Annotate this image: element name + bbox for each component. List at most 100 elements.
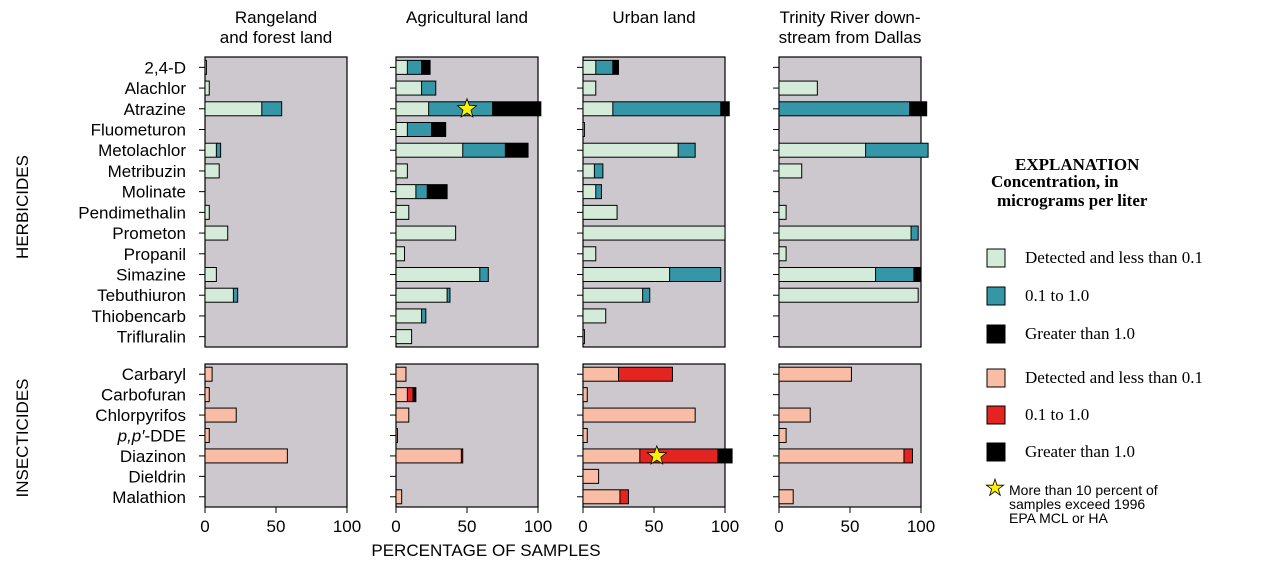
herbicide-bar-low — [779, 205, 786, 219]
herbicide-bar-low — [779, 247, 786, 261]
x-tick-label: 100 — [711, 517, 739, 536]
legend-subtitle-line-1: Concentration, in — [991, 172, 1119, 191]
insecticides-group-label: INSECTICIDES — [13, 378, 32, 497]
herbicide-bar-mid — [233, 288, 237, 302]
herbicide-label: Fluometuron — [91, 121, 186, 140]
herbicide-bar-low — [205, 226, 228, 240]
legend: EXPLANATION Concentration, in micrograms… — [986, 155, 1203, 526]
insecticide-bar-mid — [619, 367, 673, 381]
herbicide-bar-low — [583, 268, 670, 282]
herbicide-bar-low — [583, 164, 594, 178]
insecticide-bar-low — [779, 449, 904, 463]
herbicide-bar-high — [432, 123, 446, 137]
insecticide-bar-low — [583, 469, 599, 483]
herbicide-bar-low — [583, 226, 725, 240]
insecticide-bar-low — [396, 388, 407, 402]
panel-title: and forest land — [220, 28, 332, 47]
insecticide-bar-mid — [407, 388, 413, 402]
insecticide-bar-mid — [904, 449, 913, 463]
x-tick-label: 50 — [458, 517, 477, 536]
herbicide-bar-low — [205, 102, 262, 116]
herbicide-bar-low — [396, 226, 456, 240]
herbicide-bar-high — [613, 60, 619, 74]
legend-swatch-herb-high — [987, 325, 1005, 343]
herbicide-bar-low — [396, 102, 429, 116]
herbicide-panel-background — [779, 57, 921, 347]
insecticide-panel-background — [396, 364, 538, 507]
herbicide-bar-low — [583, 81, 596, 95]
panel-title: Urban land — [612, 8, 695, 27]
herbicide-bar-low — [396, 309, 422, 323]
herbicide-label: Simazine — [116, 266, 186, 285]
insecticide-bar-low — [205, 367, 212, 381]
herbicide-label: Alachlor — [125, 79, 187, 98]
herbicide-label: Molinate — [122, 183, 186, 202]
legend-label-herb-low: Detected and less than 0.1 — [1025, 248, 1203, 267]
herbicide-panel-background — [205, 57, 347, 347]
herbicide-label: Thiobencarb — [91, 307, 186, 326]
herbicide-bar-low — [205, 268, 216, 282]
insecticide-bar-low — [205, 429, 209, 443]
insecticide-bar-low — [583, 408, 695, 422]
herbicide-bar-mid — [643, 288, 650, 302]
herbicide-bar-low — [396, 185, 416, 199]
legend-label-herb-mid: 0.1 to 1.0 — [1025, 286, 1089, 305]
herbicide-bar-mid — [876, 268, 914, 282]
herbicide-bar-mid — [416, 185, 427, 199]
herbicide-bar-high — [910, 102, 927, 116]
herbicide-bar-low — [583, 288, 643, 302]
herbicide-bar-mid — [429, 102, 493, 116]
herbicide-label: Pendimethalin — [78, 203, 186, 222]
legend-subtitle-line-2: micrograms per liter — [997, 191, 1148, 210]
insecticide-bar-low — [583, 449, 640, 463]
herbicide-bar-low — [205, 164, 219, 178]
insecticide-bar-low — [779, 367, 851, 381]
herbicide-bar-low — [396, 205, 409, 219]
insecticide-bar-low — [396, 367, 406, 381]
herbicide-bar-low — [396, 60, 407, 74]
herbicide-bar-low — [205, 288, 233, 302]
herbicide-bar-mid — [216, 143, 220, 157]
insecticide-bar-low — [396, 490, 402, 504]
panel-title: Rangeland — [235, 8, 317, 27]
x-tick-label: 50 — [645, 517, 664, 536]
herbicide-bar-low — [779, 164, 802, 178]
x-tick-label: 0 — [391, 517, 400, 536]
herbicide-bar-low — [205, 205, 209, 219]
insecticide-bar-high — [718, 449, 732, 463]
herbicide-bar-low — [583, 60, 596, 74]
herbicide-bar-high — [721, 102, 730, 116]
panel-title: Trinity River down- — [779, 8, 920, 27]
x-tick-label: 100 — [907, 517, 935, 536]
herbicide-bar-low — [583, 309, 606, 323]
herbicide-bar-mid — [670, 268, 721, 282]
legend-star-icon — [986, 479, 1003, 495]
herbicide-bar-mid — [678, 143, 695, 157]
herbicide-bar-low — [779, 143, 866, 157]
herbicide-bar-low — [779, 268, 876, 282]
legend-swatch-insect-mid — [987, 406, 1005, 424]
herbicide-bar-low — [205, 81, 209, 95]
herbicide-bar-high — [505, 143, 528, 157]
insecticide-bar-low — [205, 449, 287, 463]
herbicide-bar-low — [396, 123, 407, 137]
herbicide-bar-low — [583, 185, 596, 199]
insecticide-bar-low — [779, 408, 810, 422]
herbicide-bar-mid — [480, 268, 489, 282]
herbicide-bar-high — [422, 60, 431, 74]
herbicide-bar-mid — [463, 143, 506, 157]
herbicide-label: Propanil — [124, 245, 186, 264]
insecticide-bar-low — [779, 429, 786, 443]
herbicide-bar-low — [583, 102, 613, 116]
insecticide-label: Carbaryl — [122, 365, 186, 384]
herbicide-panel-background — [583, 57, 725, 347]
insecticide-bar-low — [396, 449, 461, 463]
legend-label-herb-high: Greater than 1.0 — [1025, 324, 1135, 343]
herbicide-bar-low — [205, 143, 216, 157]
insecticide-panel-background — [205, 364, 347, 507]
herbicide-bar-low — [396, 330, 412, 344]
herbicide-bar-mid — [594, 164, 603, 178]
legend-label-insect-high: Greater than 1.0 — [1025, 442, 1135, 461]
herbicide-label: 2,4-D — [144, 58, 186, 77]
herbicides-group-label: HERBICIDES — [13, 155, 32, 259]
